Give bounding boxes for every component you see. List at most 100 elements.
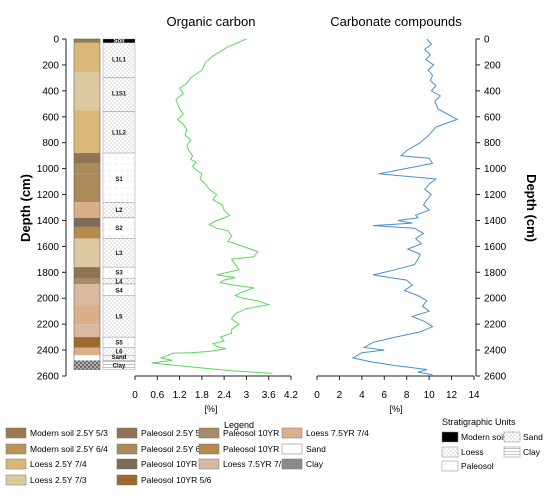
- lithology-band: [74, 217, 100, 227]
- left-tick-label: 800: [42, 138, 59, 149]
- left-tick-label: 0: [53, 35, 59, 46]
- organic-carbon-title: Organic carbon: [167, 14, 256, 29]
- legend-label: Sand: [306, 444, 326, 454]
- stratigraphic-band: [102, 295, 136, 338]
- unit-swatch: [441, 460, 459, 472]
- x-tick-label: 10: [424, 390, 436, 401]
- lithology-column: [73, 38, 101, 370]
- stratigraphic-units-title: Stratigraphic Units: [442, 417, 516, 427]
- right-tick-label: 1200: [484, 190, 507, 201]
- right-tick-label: 2400: [484, 346, 507, 357]
- left-tick-label: 1000: [37, 164, 60, 175]
- stratigraphy-label: L2: [115, 208, 123, 214]
- unit-label: Clay: [523, 447, 541, 457]
- legend-swatch: [198, 443, 220, 455]
- x-tick-label: 12: [446, 390, 458, 401]
- unit-swatch: [503, 431, 521, 443]
- x-tick-label: 1.8: [195, 390, 209, 401]
- stratigraphy-label: Sand: [112, 355, 127, 361]
- lithology-band: [74, 163, 100, 174]
- lithology-band: [74, 355, 100, 361]
- carbonate-chart: Carbonate compounds 0 2 4 6 8 10 12 14 [%]: [314, 14, 480, 414]
- x-tick-label: 0: [132, 390, 138, 401]
- stratigraphy-column: Soil L1L1 L1S1 L1L2 S1 L2 S2 L3 S3 L4 S4 L5 S5 L6Sand…: [102, 39, 136, 370]
- x-tick-label: 4.2: [284, 390, 298, 401]
- unit-swatch: [503, 446, 521, 458]
- lithology-band: [74, 72, 100, 111]
- stratigraphy-label: L3: [115, 251, 123, 257]
- lithology-band: [74, 173, 100, 203]
- x-tick-label: 3.6: [262, 390, 276, 401]
- legend-swatch: [116, 443, 138, 455]
- lithology-band: [74, 337, 100, 348]
- stratigraphy-label: L1L2: [112, 130, 127, 136]
- lithology-band: [74, 110, 100, 154]
- left-tick-label: 1800: [37, 268, 60, 279]
- legend-label: Paleosol 10YR 6/6: [223, 444, 294, 454]
- legend-label: Paleosol 10YR 5/2: [141, 459, 212, 469]
- legend-label: Paleosol 10YR 5/6: [141, 475, 212, 485]
- legend-swatch: [198, 427, 220, 439]
- stratigraphy-label: Clay: [113, 364, 126, 370]
- right-depth-axis: 0 200 400 600 800 1000 1200 1400 1600 1800 2000 220…: [475, 35, 539, 383]
- legend-swatch: [281, 427, 303, 439]
- legend-swatch: [198, 458, 220, 470]
- stratigraphy-label: L6: [115, 349, 123, 355]
- stratigraphy-label: L1S1: [112, 91, 127, 97]
- stratigraphy-label: Soil: [113, 39, 124, 45]
- organic-carbon-x-label: [%]: [204, 404, 217, 414]
- unit-label: Loess: [461, 447, 484, 457]
- stratigraphic-unit-items: Modern soil Loess Paleosol Sand Clay: [441, 431, 543, 472]
- lithology-band: [74, 267, 100, 279]
- legend-label: Clay: [306, 459, 324, 469]
- unit-swatch: [441, 446, 459, 458]
- legend-swatch: [116, 458, 138, 470]
- legend-label: Loess 2.5Y 7/4: [30, 459, 87, 469]
- lithology-band: [74, 238, 100, 268]
- stratigraphy-label: L4: [115, 279, 123, 285]
- legend-label: Paleosol 2.5Y 6/4: [141, 444, 208, 454]
- legend-swatch: [5, 458, 27, 470]
- right-tick-label: 200: [484, 60, 501, 71]
- legend-label: Paleosol 2.5Y 5/3: [141, 428, 208, 438]
- legend-swatch: [5, 474, 27, 486]
- lithology-band: [74, 360, 100, 370]
- stratigraphic-band: [102, 77, 136, 112]
- carbonate-series-line: [351, 38, 459, 376]
- right-tick-label: 1400: [484, 216, 507, 227]
- organic-carbon-chart: Organic carbon 0 0.6 1.2 1.8 2.4 3 3.6 4.2 [%]: [132, 14, 298, 414]
- lithology-band: [74, 39, 100, 43]
- stratigraphy-label: L1L1: [112, 58, 127, 64]
- legend-swatch: [116, 427, 138, 439]
- left-tick-label: 2200: [37, 320, 60, 331]
- x-tick-label: 0.6: [150, 390, 164, 401]
- right-tick-label: 1800: [484, 268, 507, 279]
- legend-swatch: [281, 443, 303, 455]
- lithology-band: [74, 202, 100, 218]
- right-tick-label: 0: [484, 35, 490, 46]
- x-tick-label: 3: [244, 390, 250, 401]
- left-tick-label: 200: [42, 60, 59, 71]
- unit-label: Sand: [523, 432, 543, 442]
- legend-items: Modern soil 2.5Y 5/3 Modern soil 2.5Y 6/4…: [5, 427, 369, 486]
- stratigraphic-band: [102, 360, 136, 370]
- carbonate-x-ticks: 0 2 4 6 8 10 12 14: [314, 376, 480, 401]
- lithology-band: [74, 226, 100, 239]
- left-tick-label: 1200: [37, 190, 60, 201]
- legend-label: Loess 7.5YR 7/3: [223, 459, 286, 469]
- legend-label: Loess 7.5YR 7/4: [306, 428, 369, 438]
- legend-label: Paleosol 10YR 6/4: [223, 428, 294, 438]
- stratigraphy-label: S2: [115, 226, 123, 232]
- stratigraphy-label: L5: [115, 314, 123, 320]
- lithology-band: [74, 278, 100, 284]
- x-tick-label: 2: [337, 390, 343, 401]
- carbonate-x-label: [%]: [389, 404, 402, 414]
- legend-label: Loess 2.5Y 7/3: [30, 475, 87, 485]
- left-tick-label: 2400: [37, 346, 60, 357]
- left-axis-ticks: 0 200 400 600 800 1000 1200 1400 1600 1800 2000 220…: [37, 35, 66, 383]
- lithology-band: [74, 283, 100, 307]
- left-tick-label: 600: [42, 112, 59, 123]
- right-tick-label: 1000: [484, 164, 507, 175]
